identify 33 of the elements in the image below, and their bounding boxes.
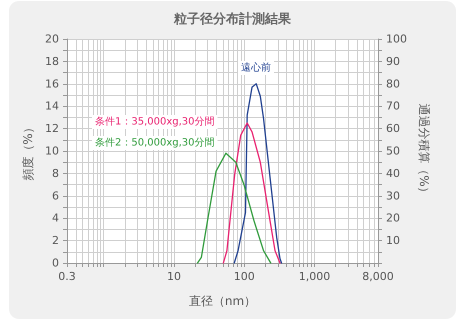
y2-tick-label: 70: [386, 100, 400, 113]
y-tick-label: 16: [45, 77, 59, 90]
y-tick-label: 20: [45, 32, 59, 46]
x-axis-title: 直径（nm）: [188, 294, 256, 308]
y2-tick-label: 100: [386, 32, 407, 46]
y-tick-label: 12: [45, 122, 59, 136]
y2-tick-label: 80: [386, 77, 400, 90]
y-tick-label: 0: [52, 256, 59, 270]
y-tick-label: 6: [52, 189, 59, 202]
series-label: 条件2：50,000xg,30分間: [95, 136, 215, 148]
y-tick-label: 10: [45, 144, 59, 158]
x-tick-label: 10: [167, 270, 182, 283]
x-tick-label: 8,000: [362, 270, 394, 283]
y2-tick-label: 90: [386, 54, 400, 68]
y-tick-label: 8: [52, 166, 59, 180]
y2-tick-label: 40: [386, 166, 400, 180]
text: 条件1：35,000xg,30分間: [95, 116, 215, 128]
y2-tick-label: 20: [386, 212, 400, 225]
x-tick-label: 0.3: [58, 270, 76, 283]
y2-axis-title: 通過分積算（%）: [416, 103, 431, 199]
chart-title: 粒子径分布計測結果: [173, 11, 292, 27]
y2-tick-label: 50: [386, 144, 400, 158]
y2-tick-label: 30: [386, 189, 400, 202]
y-tick-label: 18: [45, 54, 59, 68]
y2-tick-label: 60: [386, 122, 400, 136]
x-tick-label: 1,000: [298, 270, 330, 283]
y2-tick-label: 10: [386, 234, 400, 248]
y-tick-label: 14: [45, 100, 59, 113]
series-label: 遠心前: [241, 62, 271, 74]
y-axis-title: 頻度（%）: [21, 121, 36, 181]
y-tick-label: 2: [52, 234, 59, 248]
x-tick-label: 100: [234, 270, 255, 283]
y-tick-label: 4: [52, 212, 59, 225]
